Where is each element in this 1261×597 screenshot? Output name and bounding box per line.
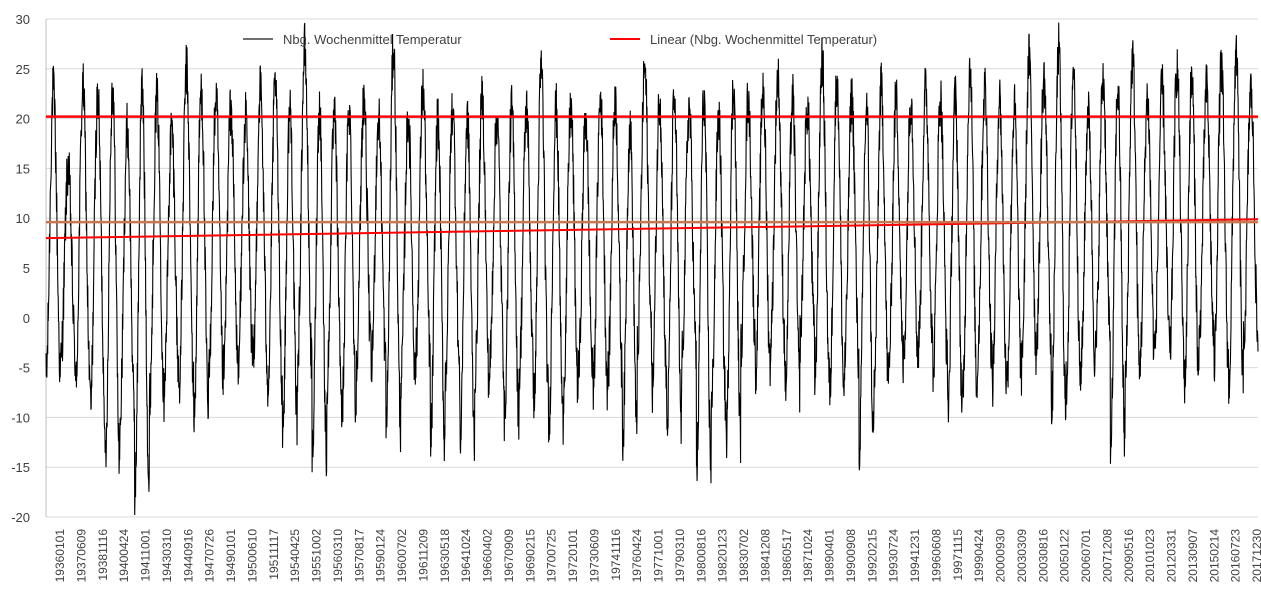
x-tick-label: 19830702 bbox=[737, 529, 751, 583]
y-tick-label: 0 bbox=[23, 311, 30, 326]
x-axis: 19360101 19370609 19381116 19400424 19411001… bbox=[45, 19, 1261, 583]
y-tick-label: 5 bbox=[23, 261, 30, 276]
x-tick-label: 19511117 bbox=[267, 529, 281, 580]
x-tick-label: 20160723 bbox=[1229, 529, 1243, 583]
y-tick-label: 20 bbox=[16, 112, 30, 127]
x-tick-label: 19590124 bbox=[374, 529, 388, 583]
x-tick-label: 19560310 bbox=[331, 529, 345, 583]
x-tick-label: 19820123 bbox=[716, 529, 730, 583]
x-tick-label: 19400424 bbox=[117, 529, 131, 583]
x-tick-label: 19720101 bbox=[566, 529, 580, 583]
y-axis-tick-labels: -20 -15 -10 -5 0 5 10 15 20 25 30 bbox=[11, 12, 30, 525]
x-tick-label: 19771001 bbox=[652, 529, 666, 583]
y-tick-label: -15 bbox=[11, 460, 30, 475]
x-tick-label: 19360101 bbox=[53, 529, 67, 583]
x-tick-label: 20171230 bbox=[1250, 529, 1261, 583]
x-tick-label: 19841208 bbox=[758, 529, 772, 583]
x-tick-label: 20101023 bbox=[1143, 529, 1157, 583]
series-group bbox=[45, 22, 1259, 515]
x-tick-label: 20120331 bbox=[1165, 529, 1179, 583]
y-tick-label: 10 bbox=[16, 211, 30, 226]
legend: Nbg. Wochenmittel Temperatur Linear (Nbg… bbox=[243, 32, 877, 47]
x-tick-label: 19660402 bbox=[481, 529, 495, 583]
y-tick-label: 15 bbox=[16, 161, 30, 176]
x-tick-label: 19930724 bbox=[887, 529, 901, 583]
x-tick-label: 19630518 bbox=[438, 529, 452, 583]
x-tick-label: 19381116 bbox=[96, 529, 110, 581]
x-tick-label: 20090516 bbox=[1122, 529, 1136, 583]
x-tick-label: 20150214 bbox=[1207, 529, 1221, 583]
series-line-temperature bbox=[45, 22, 1259, 515]
x-tick-label: 20050122 bbox=[1058, 529, 1072, 583]
x-tick-label: 19600702 bbox=[395, 529, 409, 583]
y-tick-label: 25 bbox=[16, 62, 30, 77]
y-tick-label: -20 bbox=[11, 510, 30, 525]
x-tick-label: 19611209 bbox=[416, 529, 430, 582]
x-tick-label: 19890401 bbox=[823, 529, 837, 583]
x-tick-label: 19570817 bbox=[352, 529, 366, 583]
x-tick-label: 19800816 bbox=[694, 529, 708, 583]
x-tick-label: 19551002 bbox=[310, 529, 324, 583]
y-tick-label: -5 bbox=[18, 361, 30, 376]
x-tick-label: 20030816 bbox=[1036, 529, 1050, 583]
x-tick-label: 19370609 bbox=[74, 529, 88, 583]
x-tick-label: 19700725 bbox=[545, 529, 559, 583]
x-tick-label: 19500610 bbox=[245, 529, 259, 583]
x-tick-label: 19971115 bbox=[951, 529, 965, 581]
x-tick-label: 19470726 bbox=[203, 529, 217, 583]
x-tick-label: 19860517 bbox=[780, 529, 794, 583]
x-tick-label: 19920215 bbox=[865, 529, 879, 583]
x-tick-label: 19760424 bbox=[630, 529, 644, 583]
x-tick-label: 19540425 bbox=[288, 529, 302, 583]
y-tick-label: 30 bbox=[16, 12, 30, 27]
x-tick-label: 19440916 bbox=[181, 529, 195, 583]
y-tick-label: -10 bbox=[11, 410, 30, 425]
x-tick-label: 19430310 bbox=[160, 529, 174, 583]
x-tick-label: 19490101 bbox=[224, 529, 238, 583]
x-tick-label: 19900908 bbox=[844, 529, 858, 583]
x-tick-label: 20030309 bbox=[1015, 529, 1029, 583]
x-tick-label: 19871024 bbox=[801, 529, 815, 583]
x-tick-label: 20060701 bbox=[1079, 529, 1093, 583]
x-tick-label: 19411001 bbox=[139, 529, 153, 582]
legend-label-linear: Linear (Nbg. Wochenmittel Temperatur) bbox=[650, 32, 877, 47]
reference-lines bbox=[46, 115, 1258, 224]
x-tick-label: 19670909 bbox=[502, 529, 516, 583]
x-tick-label: 20130907 bbox=[1186, 529, 1200, 583]
grid-lines bbox=[46, 18, 1258, 518]
x-tick-label: 20071208 bbox=[1100, 529, 1114, 583]
x-tick-label: 19990424 bbox=[972, 529, 986, 583]
x-tick-label: 19641024 bbox=[459, 529, 473, 583]
x-tick-label: 19960608 bbox=[929, 529, 943, 583]
legend-label-temperature: Nbg. Wochenmittel Temperatur bbox=[283, 32, 462, 47]
x-tick-label: 19941231 bbox=[908, 529, 922, 583]
x-tick-label: 19790310 bbox=[673, 529, 687, 583]
x-tick-label: 20000930 bbox=[994, 529, 1008, 583]
x-tick-label: 19730609 bbox=[587, 529, 601, 583]
x-tick-label: 19690215 bbox=[523, 529, 537, 583]
x-tick-label: 19741116 bbox=[609, 529, 623, 581]
